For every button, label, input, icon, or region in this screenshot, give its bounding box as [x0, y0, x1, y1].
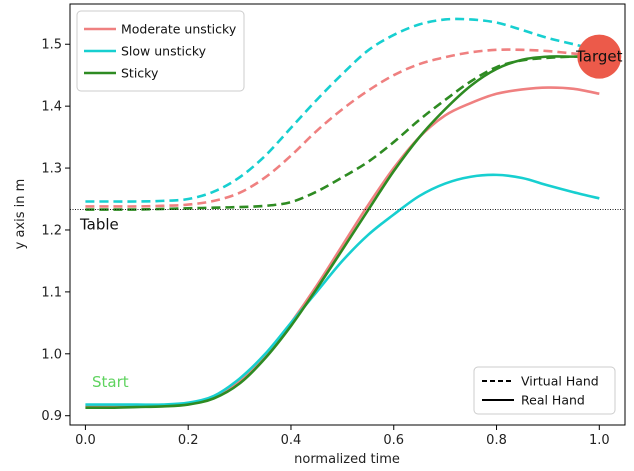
legend-label: Slow unsticky [121, 44, 207, 59]
y-tick-label: 1.4 [41, 100, 62, 115]
table-label: Table [79, 216, 119, 234]
series-line-sticky-virtual [85, 55, 600, 211]
legend-hand-box [473, 366, 616, 415]
y-tick-label: 1.3 [41, 162, 62, 177]
series-line-moderate-unsticky-virtual [85, 48, 600, 208]
x-tick-label: 0.4 [281, 433, 302, 448]
x-tick-label: 0.6 [383, 433, 404, 448]
target-marker [577, 34, 622, 79]
y-tick-label: 0.9 [41, 409, 62, 424]
legend-condition: Moderate unsticky Slow unsticky Sticky [76, 10, 245, 92]
x-tick-label: 0.8 [486, 433, 507, 448]
x-tick-label: 1.0 [589, 433, 610, 448]
series-lines [85, 17, 600, 410]
legend-label: Virtual Hand [521, 374, 599, 389]
x-axis-label: normalized time [294, 452, 400, 467]
ticks: 0.0 0.2 0.4 0.6 0.8 1.0 0.9 1.0 1.1 1.2 1.3 1.4 1.5 [41, 38, 609, 448]
y-tick-label: 1.0 [41, 347, 62, 362]
plot-frame [69, 3, 626, 426]
start-label: Start [92, 373, 129, 391]
series-line-sticky-real [85, 55, 600, 410]
x-tick-label: 0.0 [75, 433, 96, 448]
annotations: Table Target Start [70, 34, 625, 391]
y-tick-label: 1.2 [41, 223, 62, 238]
legend-hand: Virtual Hand Real Hand [473, 366, 616, 415]
series-line-slow-unsticky-virtual [85, 17, 600, 203]
legend-label: Sticky [121, 66, 159, 81]
legend-label: Real Hand [521, 393, 585, 408]
series-line-slow-unsticky-real [85, 173, 600, 407]
y-tick-label: 1.5 [41, 38, 62, 53]
legends: Moderate unsticky Slow unsticky Sticky Virt… [76, 10, 616, 415]
y-tick-label: 1.1 [41, 285, 62, 300]
legend-label: Moderate unsticky [121, 22, 237, 37]
y-axis-label: y axis in m [13, 179, 28, 250]
x-tick-label: 0.2 [178, 433, 199, 448]
target-label: Target [575, 48, 623, 66]
legend-condition-box [76, 10, 245, 92]
series-line-moderate-unsticky-real [85, 86, 600, 408]
